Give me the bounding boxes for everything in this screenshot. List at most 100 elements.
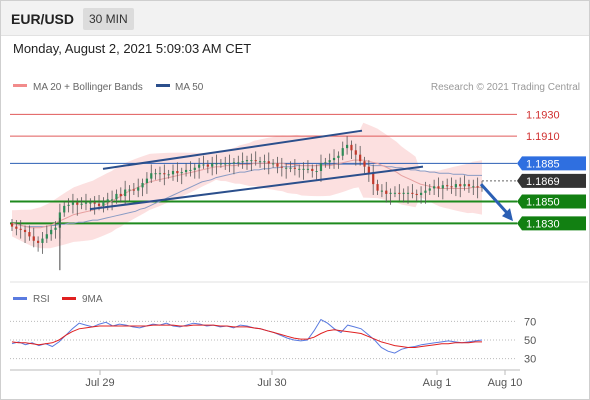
forecast-arrow-head — [502, 208, 513, 222]
ma9-legend-swatch — [62, 297, 76, 300]
candle — [37, 240, 40, 243]
candle — [23, 229, 27, 233]
channel-upper-line — [102, 129, 363, 170]
candle — [272, 163, 275, 165]
candle — [276, 163, 279, 167]
candle — [463, 184, 466, 187]
candle — [389, 192, 392, 194]
ma50-legend-swatch — [156, 84, 170, 87]
candle — [298, 168, 301, 170]
candle — [163, 173, 166, 175]
candle — [119, 193, 122, 197]
candle — [363, 161, 366, 167]
candle — [341, 148, 344, 156]
candle — [215, 163, 218, 165]
candle — [419, 192, 423, 195]
candle — [189, 169, 192, 171]
candle — [433, 186, 436, 189]
candle — [89, 202, 92, 204]
candle — [367, 166, 370, 174]
candle — [63, 205, 66, 213]
candle — [315, 171, 318, 173]
level-label-1.1830: 1.1830 — [526, 218, 560, 230]
candle — [376, 184, 379, 191]
candle — [224, 163, 227, 165]
candle — [10, 223, 14, 227]
bollinger-band — [12, 122, 482, 249]
candle — [54, 227, 57, 230]
candle — [350, 144, 353, 151]
candle — [467, 184, 471, 187]
ma50-legend-label: MA 50 — [175, 82, 204, 93]
timeframe-button[interactable]: 30 MIN — [83, 8, 134, 30]
candle — [237, 162, 240, 164]
symbol-title: EUR/USD — [11, 11, 75, 27]
ma9-legend-label: 9MA — [82, 294, 103, 305]
candle — [263, 161, 266, 163]
candle — [198, 164, 201, 168]
credit-label: Research © 2021 Trading Central — [431, 82, 580, 93]
candle — [459, 184, 462, 187]
chart-header: EUR/USD 30 MIN — [1, 1, 589, 36]
candle — [250, 160, 253, 162]
x-tick-label: Aug 1 — [423, 377, 452, 389]
candle — [184, 169, 188, 173]
candle — [106, 199, 109, 202]
chart-datetime: Monday, August 2, 2021 5:09:03 AM CET — [13, 41, 252, 56]
candle — [206, 164, 209, 167]
candle — [171, 171, 175, 175]
rsi-tick-70: 70 — [524, 316, 536, 328]
candle — [176, 171, 179, 174]
candle — [115, 193, 118, 200]
candle — [254, 160, 257, 162]
candle — [380, 190, 384, 192]
candle — [211, 163, 214, 167]
candle — [41, 238, 44, 243]
candle — [145, 178, 149, 184]
candle — [128, 189, 131, 191]
candle — [219, 163, 222, 165]
candle — [15, 226, 18, 229]
candle — [402, 192, 405, 194]
candle — [154, 173, 157, 175]
candle — [424, 190, 427, 193]
candle — [437, 186, 440, 189]
level-label-1.1910: 1.1910 — [526, 131, 560, 143]
candle — [406, 192, 410, 194]
candle — [32, 236, 35, 241]
candle — [306, 168, 310, 170]
candle — [137, 187, 140, 191]
x-tick-label: Jul 30 — [257, 377, 286, 389]
candle — [415, 193, 418, 195]
forecast-arrow-shaft — [479, 183, 511, 217]
candle — [158, 173, 162, 175]
candle — [245, 160, 249, 162]
candle — [428, 188, 431, 191]
candle — [372, 173, 375, 185]
candle — [84, 202, 88, 204]
candle — [385, 190, 388, 194]
rsi-tick-30: 30 — [524, 354, 536, 366]
candle — [97, 203, 101, 206]
level-label-1.1930: 1.1930 — [526, 109, 560, 121]
candle — [180, 172, 183, 174]
candle — [476, 186, 479, 188]
candle — [110, 199, 114, 201]
x-axis: Jul 29 Jul 30 Aug 1 Aug 10 — [85, 370, 522, 389]
candle — [71, 202, 75, 205]
candle — [132, 189, 135, 191]
candle — [472, 186, 475, 188]
candle — [232, 162, 236, 164]
candle — [67, 204, 70, 206]
candle — [359, 154, 362, 162]
candle — [450, 186, 453, 188]
candle — [311, 168, 314, 172]
level-tag-1.1869 — [517, 173, 586, 188]
candle — [228, 163, 231, 165]
x-tick-label: Jul 29 — [85, 377, 114, 389]
candle — [167, 174, 170, 176]
candle — [345, 144, 349, 149]
candle — [193, 167, 196, 170]
candle — [328, 160, 331, 163]
